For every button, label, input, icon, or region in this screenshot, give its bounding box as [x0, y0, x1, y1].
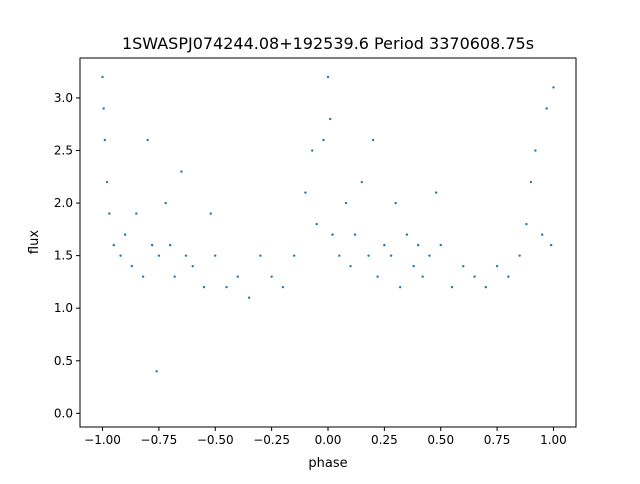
x-tick-label: 0.25 — [371, 433, 398, 447]
y-tick-label: 0.0 — [54, 406, 73, 420]
data-point — [529, 180, 533, 184]
data-point — [247, 296, 251, 299]
points-layer — [101, 75, 555, 373]
y-tick-label: 2.0 — [54, 196, 73, 210]
data-point — [236, 275, 240, 278]
data-point — [150, 243, 154, 247]
data-point — [344, 201, 348, 205]
data-point — [155, 370, 158, 373]
data-point — [405, 233, 409, 236]
data-point — [552, 86, 555, 89]
data-point — [421, 275, 424, 278]
y-axis-label: flux — [27, 230, 42, 254]
data-point — [102, 107, 105, 110]
data-point — [214, 254, 217, 257]
data-point — [518, 254, 521, 257]
data-point — [545, 107, 548, 110]
data-point — [353, 233, 357, 236]
data-point — [191, 264, 194, 268]
data-point — [135, 212, 138, 215]
data-point — [202, 285, 206, 289]
data-point — [550, 243, 553, 247]
data-point — [412, 264, 415, 268]
data-point — [484, 285, 488, 289]
data-point — [259, 254, 262, 257]
y-tick-label: 1.0 — [54, 301, 73, 315]
x-tick-label: −0.75 — [141, 433, 178, 447]
data-point — [225, 285, 228, 289]
data-point — [173, 275, 176, 278]
data-point — [270, 275, 273, 278]
data-point — [360, 180, 364, 184]
data-point — [534, 149, 537, 152]
data-point — [367, 254, 370, 257]
x-axis: −1.00 −0.75 −0.50 −0.25 0.00 0.25 0.50 0.75 1.00 — [84, 427, 567, 447]
data-point — [495, 264, 499, 268]
data-point — [540, 233, 544, 236]
data-point — [141, 275, 145, 278]
data-point — [462, 264, 465, 268]
data-point — [180, 170, 183, 173]
x-tick-label: 0.00 — [315, 433, 342, 447]
data-point — [525, 222, 528, 226]
data-point — [281, 285, 285, 289]
x-tick-label: 1.00 — [540, 433, 567, 447]
data-point — [329, 117, 332, 121]
x-tick-label: −1.00 — [84, 433, 121, 447]
y-tick-label: 3.0 — [54, 91, 73, 105]
data-point — [371, 138, 375, 142]
data-point — [123, 233, 127, 236]
data-point — [428, 254, 431, 257]
data-point — [209, 212, 212, 215]
y-tick-label: 1.5 — [54, 249, 73, 263]
data-point — [315, 222, 318, 226]
data-point — [394, 201, 397, 205]
chart-title: 1SWASPJ074244.08+192539.6 Period 3370608… — [122, 34, 534, 53]
data-point — [383, 243, 386, 247]
data-point — [416, 243, 420, 247]
data-point — [349, 264, 352, 268]
x-tick-label: 0.75 — [484, 433, 511, 447]
x-tick-label: −0.25 — [253, 433, 290, 447]
data-point — [473, 275, 476, 278]
data-point — [292, 254, 296, 257]
x-tick-label: −0.50 — [197, 433, 234, 447]
data-point — [184, 254, 188, 257]
data-point — [376, 275, 379, 278]
data-point — [331, 233, 334, 236]
data-point — [439, 243, 442, 247]
data-point — [130, 264, 134, 268]
data-point — [326, 75, 330, 79]
data-point — [311, 149, 314, 152]
data-point — [157, 254, 161, 257]
data-point — [398, 285, 402, 289]
data-point — [164, 201, 167, 205]
data-point — [112, 243, 116, 247]
y-axis: 0.0 0.5 1.0 1.5 2.0 2.5 3.0 — [54, 91, 80, 420]
y-tick-label: 2.5 — [54, 144, 73, 158]
data-point — [322, 138, 325, 142]
data-point — [338, 254, 341, 257]
data-point — [146, 138, 149, 142]
data-point — [168, 243, 172, 247]
data-point — [101, 75, 104, 79]
data-point — [507, 275, 510, 278]
data-point — [103, 138, 107, 142]
x-axis-label: phase — [308, 456, 347, 471]
data-point — [450, 285, 454, 289]
data-point — [119, 254, 122, 257]
data-point — [389, 254, 393, 257]
data-point — [108, 212, 111, 215]
data-point — [105, 180, 109, 184]
data-point — [304, 191, 307, 194]
data-point — [435, 191, 438, 194]
y-tick-label: 0.5 — [54, 354, 73, 368]
x-tick-label: 0.50 — [427, 433, 454, 447]
